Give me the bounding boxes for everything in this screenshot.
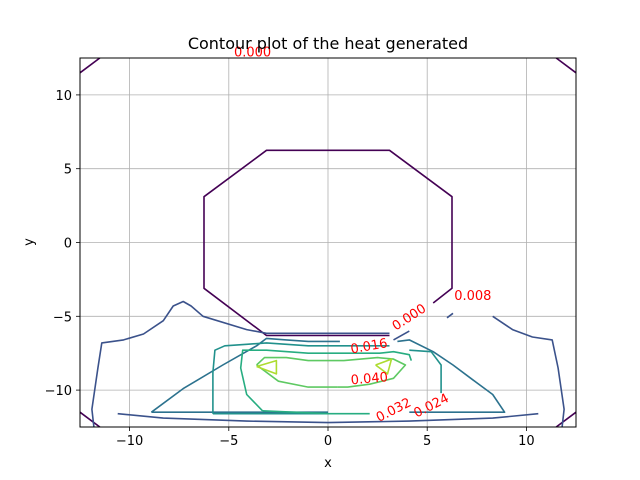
x-tick-label: 10 [518, 434, 535, 449]
x-tick-label: 0 [324, 434, 332, 449]
x-tick-label: −10 [116, 434, 143, 449]
contour-line-0-024 [212, 342, 390, 414]
contour-label: 0.016 [349, 336, 388, 357]
x-tick-label: 5 [423, 434, 431, 449]
y-tick-label: −10 [45, 384, 72, 399]
contour-line-0-008 [393, 330, 410, 341]
y-tick-label: 5 [64, 163, 72, 178]
contour-line-0-032 [239, 349, 413, 412]
contour-line-0-008 [446, 312, 454, 319]
contour-label: 0.040 [350, 370, 388, 388]
contour-line-0-008 [91, 300, 390, 427]
contour-lines [80, 58, 576, 427]
chart-title: Contour plot of the heat generated [188, 34, 468, 53]
contour-line-0 [80, 411, 101, 427]
contour-line-0-008 [492, 315, 565, 427]
y-tick-label: −5 [53, 310, 72, 325]
contour-line-0-04 [256, 356, 407, 388]
contour-line-0-032 [262, 410, 370, 415]
axis-ticks: −10 −5 0 5 10 −10 −5 0 5 10 [45, 89, 535, 449]
y-tick-label: 0 [64, 237, 72, 252]
contour-label: 0.008 [454, 289, 491, 304]
contour-line-0 [555, 411, 576, 427]
contour-line-0-016 [397, 339, 506, 414]
y-tick-label: 10 [55, 89, 72, 104]
contour-line-0-048 [375, 358, 393, 375]
contour-line-0 [203, 149, 453, 337]
contour-line-0-016 [150, 337, 340, 413]
contour-line-0 [80, 58, 101, 74]
contour-line-0-024 [409, 349, 442, 394]
y-axis-label: y [22, 238, 37, 246]
x-axis-label: x [324, 456, 332, 471]
contour-line-0-048 [256, 359, 278, 375]
contour-line-0 [555, 58, 576, 74]
contour-line-0-008 [117, 412, 539, 424]
x-tick-label: −5 [219, 434, 238, 449]
contour-line-0-04 [256, 364, 338, 388]
contour-label: 0.000 [234, 46, 271, 61]
